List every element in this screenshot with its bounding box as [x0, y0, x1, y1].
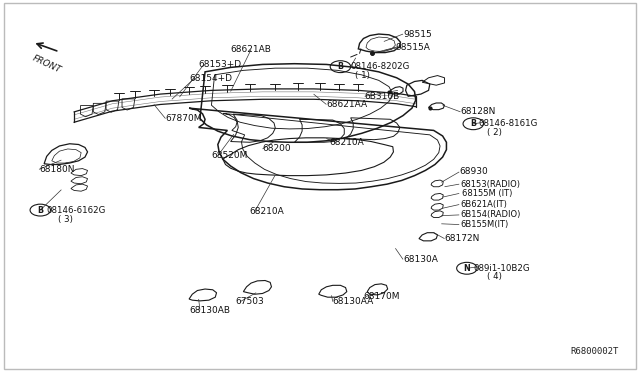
Text: 089i1-10B2G: 089i1-10B2G	[473, 264, 530, 273]
Text: 6B621A(IT): 6B621A(IT)	[461, 200, 508, 209]
Text: ( 3): ( 3)	[58, 215, 73, 224]
Text: 68930: 68930	[460, 167, 488, 176]
Text: N: N	[463, 264, 470, 273]
Text: 68200: 68200	[262, 144, 291, 153]
Text: 6B310B: 6B310B	[365, 92, 400, 101]
Text: B: B	[37, 206, 44, 215]
Text: FRONT: FRONT	[31, 53, 63, 74]
Text: 68128N: 68128N	[461, 108, 496, 116]
Text: 08146-6162G: 08146-6162G	[47, 206, 106, 215]
Text: 68130AB: 68130AB	[189, 306, 230, 315]
Text: 68130A: 68130A	[403, 255, 438, 264]
Text: ( 1): ( 1)	[355, 71, 370, 80]
Text: 68130AA: 68130AA	[333, 297, 374, 306]
Text: 08146-8161G: 08146-8161G	[478, 119, 538, 128]
Text: 98515A: 98515A	[396, 42, 430, 51]
Text: 98515: 98515	[403, 29, 432, 39]
Text: R6800002T: R6800002T	[570, 347, 619, 356]
Text: 68172N: 68172N	[445, 234, 480, 243]
Text: 68210A: 68210A	[250, 207, 285, 216]
Text: 68153+D: 68153+D	[198, 60, 242, 69]
Text: ( 4): ( 4)	[487, 272, 502, 281]
Text: 68155M (IT): 68155M (IT)	[462, 189, 512, 198]
Text: 67870M: 67870M	[166, 114, 202, 123]
Text: 67503: 67503	[236, 297, 264, 306]
Text: 68170M: 68170M	[364, 292, 400, 301]
Text: 68210A: 68210A	[330, 138, 364, 147]
Text: ( 2): ( 2)	[487, 128, 502, 137]
Text: 68621AA: 68621AA	[326, 100, 367, 109]
Text: 6B155M(IT): 6B155M(IT)	[461, 220, 509, 229]
Text: B: B	[470, 119, 476, 128]
Text: 68621AB: 68621AB	[230, 45, 271, 54]
Text: 68153(RADIO): 68153(RADIO)	[461, 180, 520, 189]
Text: 68520M: 68520M	[211, 151, 248, 160]
Text: 08146-8202G: 08146-8202G	[351, 62, 410, 71]
Text: 68154+D: 68154+D	[189, 74, 232, 83]
Text: 68180N: 68180N	[39, 165, 74, 174]
Text: 6B154(RADIO): 6B154(RADIO)	[461, 211, 521, 219]
Text: B: B	[337, 62, 344, 71]
